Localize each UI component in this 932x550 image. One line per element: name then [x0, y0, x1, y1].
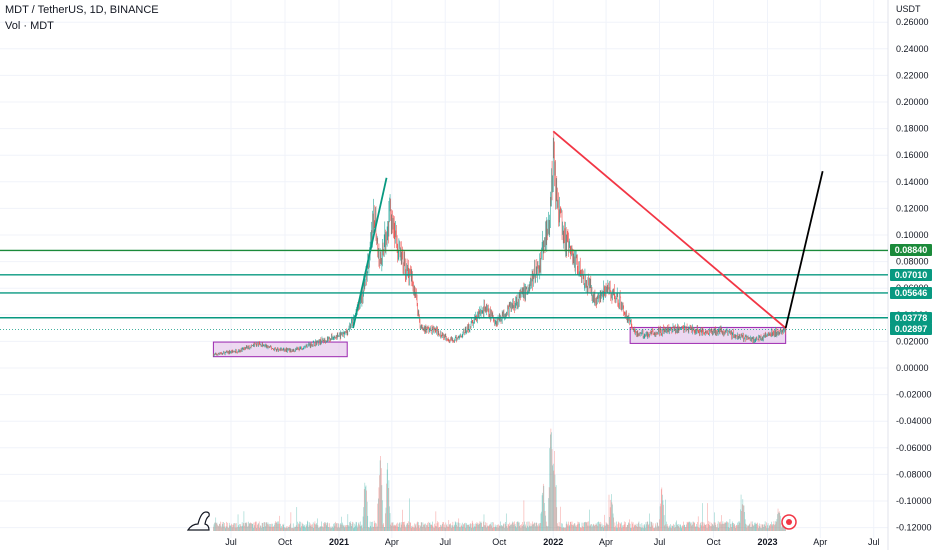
- y-tick-label: 0.16000: [896, 150, 929, 160]
- x-tick-label: 2022: [543, 537, 563, 547]
- x-tick-label: Jul: [439, 537, 451, 547]
- y-tick-label: 0.24000: [896, 44, 929, 54]
- y-tick-label: 0.14000: [896, 177, 929, 187]
- y-tick-label: 0.08000: [896, 257, 929, 267]
- x-tick-label: Oct: [706, 537, 721, 547]
- symbol-title: MDT / TetherUS, 1D, BINANCE: [5, 4, 159, 16]
- x-tick-label: 2023: [757, 537, 777, 547]
- y-tick-label: 0.26000: [896, 17, 929, 27]
- y-tick-label: -0.10000: [896, 496, 932, 506]
- y-tick-label: -0.02000: [896, 390, 932, 400]
- x-tick-label: Jul: [868, 537, 880, 547]
- dino-logo-icon: [186, 511, 210, 531]
- alert-dot-icon: [786, 519, 792, 525]
- y-tick-label: 0.20000: [896, 97, 929, 107]
- y-tick-label: 0.22000: [896, 70, 929, 80]
- y-tick-label: 0.00000: [896, 363, 929, 373]
- price-level-tag: 0.07010: [890, 268, 932, 281]
- x-tick-label: 2021: [329, 537, 349, 547]
- price-level-tag: 0.03778: [890, 311, 932, 324]
- trend-line: [552, 130, 787, 329]
- y-tick-label: -0.06000: [896, 443, 932, 453]
- x-tick-label: Apr: [385, 537, 399, 547]
- x-tick-label: Apr: [599, 537, 613, 547]
- y-tick-label: 0.02000: [896, 336, 929, 346]
- currency-label: USDT: [896, 4, 921, 14]
- y-tick-label: 0.18000: [896, 124, 929, 134]
- x-tick-label: Jul: [225, 537, 237, 547]
- price-level-tag: 0.05646: [890, 286, 932, 299]
- x-tick-label: Apr: [813, 537, 827, 547]
- y-tick-label: -0.12000: [896, 523, 932, 533]
- trend-line: [784, 170, 824, 329]
- trend-line: [352, 177, 388, 329]
- volume-legend: Vol · MDT: [5, 20, 54, 32]
- y-tick-label: -0.04000: [896, 416, 932, 426]
- price-level-tag: 0.08840: [890, 244, 932, 257]
- x-tick-label: Oct: [278, 537, 293, 547]
- y-tick-label: 0.10000: [896, 230, 929, 240]
- y-tick-label: 0.12000: [896, 203, 929, 213]
- price-level-tag: 0.02897: [890, 323, 932, 336]
- x-tick-label: Oct: [492, 537, 507, 547]
- y-tick-label: -0.08000: [896, 469, 932, 479]
- x-tick-label: Jul: [654, 537, 666, 547]
